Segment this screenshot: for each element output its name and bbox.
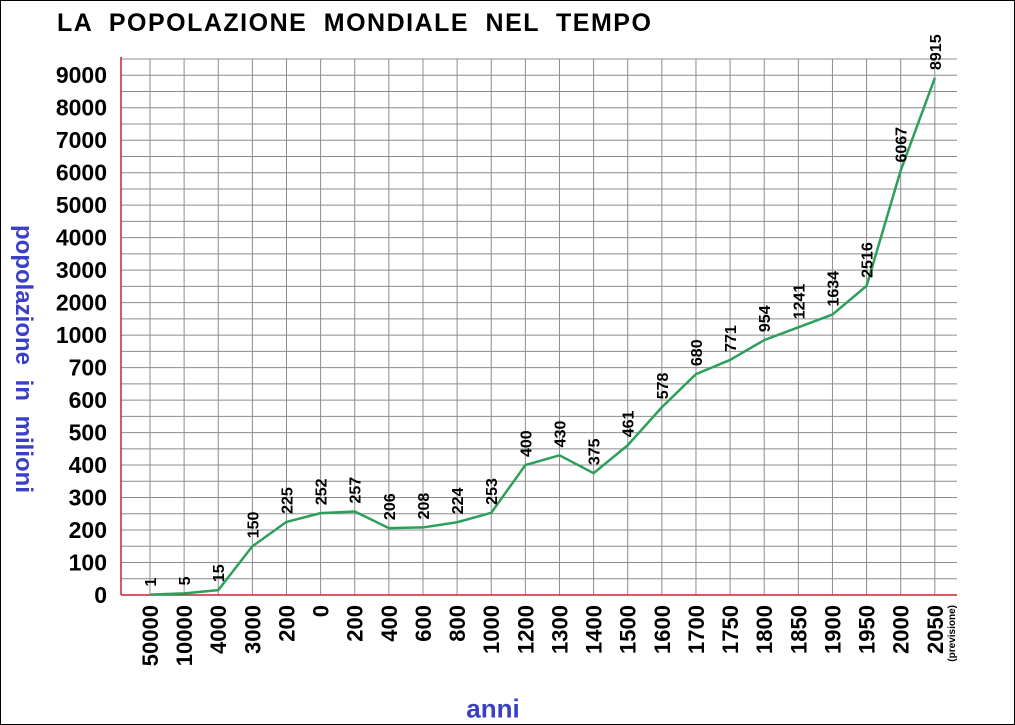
population-series-line (149, 77, 936, 596)
x-tick-label: 50000 (138, 605, 163, 666)
data-label: 253 (484, 478, 501, 505)
x-tick-label: 1700 (684, 605, 709, 654)
y-tick-label: 6000 (56, 160, 107, 186)
x-tick-label: 800 (445, 605, 470, 642)
x-tick-label: 2000 (889, 605, 914, 654)
x-tick-label: 1900 (820, 605, 845, 654)
data-label: 1 (143, 578, 160, 587)
x-tick-label: 1950 (855, 605, 880, 654)
grid-lines (121, 58, 957, 596)
data-label: 15 (211, 564, 228, 582)
data-label: 1634 (825, 271, 842, 307)
x-tick-label: 1000 (479, 605, 504, 654)
data-label: 224 (450, 487, 467, 514)
x-tick-label: 200 (274, 605, 299, 642)
data-label: 954 (757, 305, 774, 332)
x-tick-label: 200 (343, 605, 368, 642)
x-tick-label: 1200 (513, 605, 538, 654)
x-tick-label: 0 (309, 605, 334, 617)
data-label: 8915 (928, 34, 945, 70)
y-tick-label: 300 (69, 485, 107, 511)
data-label: 400 (518, 430, 535, 457)
x-tick-labels: 50000 10000 4000 3000 200 0 200 400 600 800 1000 12… (138, 605, 958, 666)
x-tick-label: 1600 (650, 605, 675, 654)
x-tick-label: 1800 (752, 605, 777, 654)
x-tick-label: 3000 (240, 605, 265, 654)
y-tick-label: 5000 (56, 192, 107, 218)
x-tick-label: 10000 (172, 605, 197, 666)
y-tick-label: 200 (69, 517, 107, 543)
data-label: 1241 (791, 284, 808, 320)
y-tick-label: 4000 (56, 225, 107, 251)
data-label: 257 (348, 477, 365, 504)
y-tick-labels: 0 100 200 300 400 500 600 700 1000 2000 3000 4000 50… (56, 62, 107, 608)
x-tick-note: (previsione) (947, 605, 958, 662)
y-tick-label: 0 (94, 582, 107, 608)
chart-title: LA POPOLAZIONE MONDIALE NEL TEMPO (57, 9, 653, 37)
x-tick-label: 4000 (206, 605, 231, 654)
data-label: 5 (177, 576, 194, 585)
x-tick-label: 1850 (786, 605, 811, 654)
data-label: 150 (245, 511, 262, 538)
y-tick-label: 700 (69, 355, 107, 381)
x-tick-label: 1300 (547, 605, 572, 654)
data-label: 771 (723, 325, 740, 352)
data-label: 430 (552, 421, 569, 448)
y-tick-label: 2000 (56, 290, 107, 316)
x-tick-label: 1750 (718, 605, 743, 654)
x-tick-label: 600 (411, 605, 436, 642)
y-tick-label: 600 (69, 387, 107, 413)
y-tick-label: 8000 (56, 95, 107, 121)
axes (120, 57, 957, 596)
y-tick-label: 400 (69, 452, 107, 478)
y-tick-label: 500 (69, 420, 107, 446)
y-tick-label: 1000 (56, 322, 107, 348)
x-tick-label: 2050 (923, 605, 948, 654)
y-tick-label: 7000 (56, 127, 107, 153)
data-label: 461 (621, 410, 638, 437)
population-line (149, 77, 936, 596)
data-label: 6067 (894, 127, 911, 163)
data-label: 680 (689, 339, 706, 366)
data-label: 578 (655, 372, 672, 399)
x-tick-label: 400 (377, 605, 402, 642)
data-label: 375 (587, 438, 604, 465)
y-tick-label: 3000 (56, 257, 107, 283)
data-label: 2516 (860, 242, 877, 278)
x-axis-title: anni (466, 693, 520, 724)
y-tick-label: 9000 (56, 62, 107, 88)
data-label: 252 (314, 478, 331, 505)
data-label: 206 (382, 493, 399, 520)
data-label: 208 (416, 493, 433, 520)
x-tick-label: 1400 (582, 605, 607, 654)
data-label: 225 (279, 487, 296, 514)
x-tick-label: 1500 (616, 605, 641, 654)
y-tick-label: 100 (69, 550, 107, 576)
